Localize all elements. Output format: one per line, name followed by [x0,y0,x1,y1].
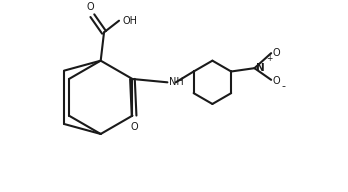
Text: -: - [281,81,285,91]
Text: N: N [256,63,265,73]
Text: O: O [87,2,95,12]
Text: O: O [273,76,280,86]
Text: OH: OH [122,16,137,26]
Text: +: + [266,54,272,63]
Text: O: O [130,122,138,132]
Text: NH: NH [169,77,184,87]
Text: O: O [273,48,280,58]
